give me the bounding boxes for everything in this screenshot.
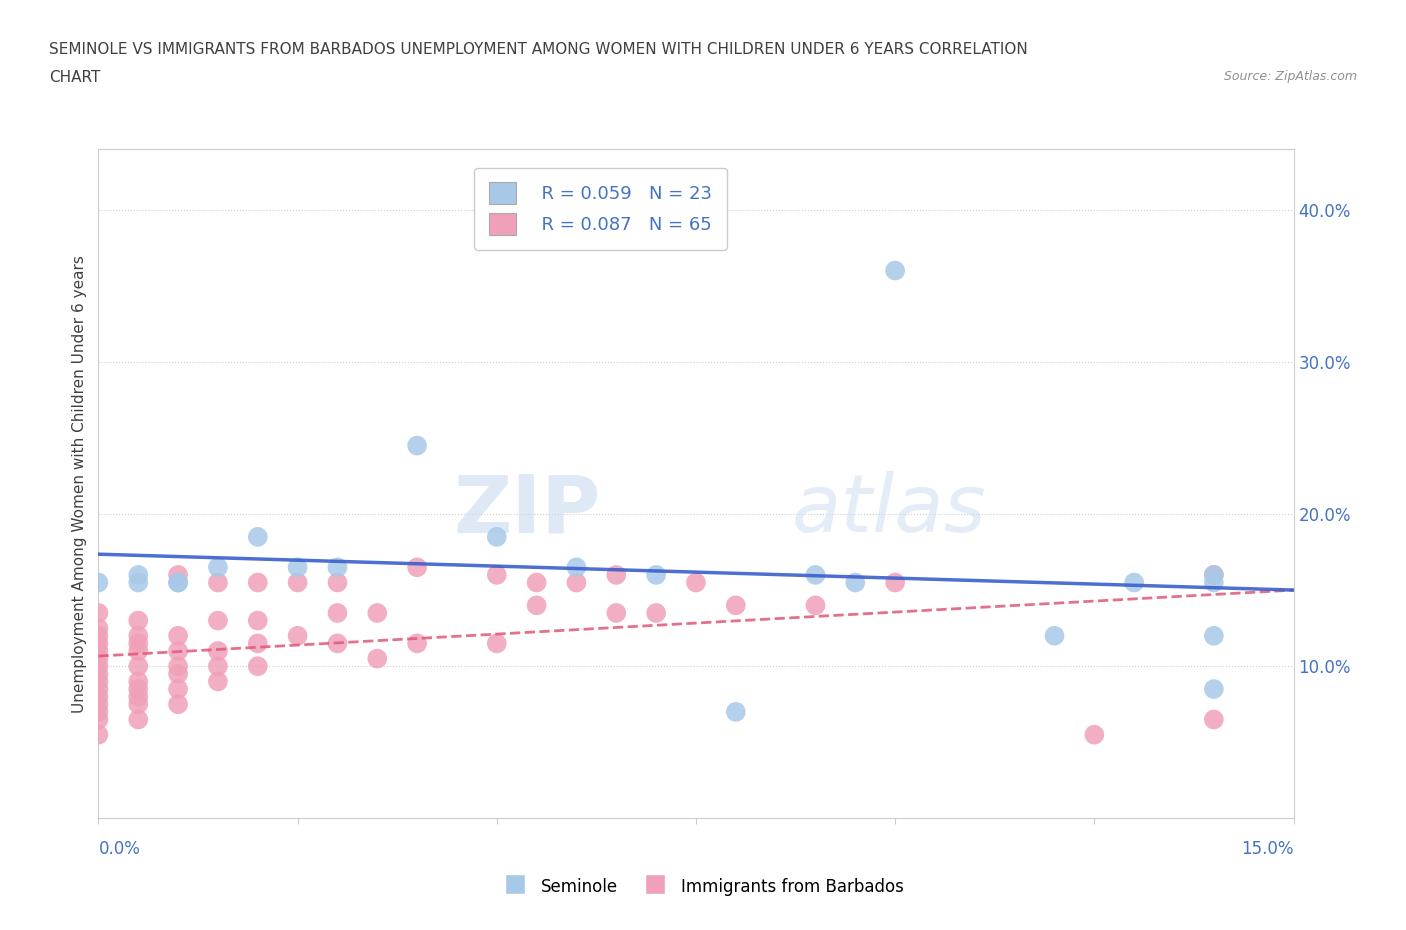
Point bbox=[1123, 575, 1146, 590]
Point bbox=[526, 575, 548, 590]
Y-axis label: Unemployment Among Women with Children Under 6 years: Unemployment Among Women with Children U… bbox=[72, 255, 87, 712]
Point bbox=[685, 575, 707, 590]
Point bbox=[326, 575, 349, 590]
Point bbox=[804, 598, 827, 613]
Point bbox=[127, 689, 149, 704]
Point bbox=[287, 560, 309, 575]
Point bbox=[326, 605, 349, 620]
Point bbox=[87, 682, 110, 697]
Point bbox=[87, 689, 110, 704]
Point bbox=[485, 636, 508, 651]
Point bbox=[207, 644, 229, 658]
Point bbox=[87, 620, 110, 635]
Point bbox=[127, 658, 149, 673]
Point bbox=[127, 682, 149, 697]
Point bbox=[167, 697, 190, 711]
Point bbox=[87, 697, 110, 711]
Point bbox=[485, 567, 508, 582]
Point bbox=[1083, 727, 1105, 742]
Point bbox=[207, 560, 229, 575]
Point bbox=[87, 667, 110, 682]
Point bbox=[87, 704, 110, 719]
Point bbox=[246, 575, 269, 590]
Point bbox=[127, 644, 149, 658]
Point bbox=[565, 575, 588, 590]
Text: SEMINOLE VS IMMIGRANTS FROM BARBADOS UNEMPLOYMENT AMONG WOMEN WITH CHILDREN UNDE: SEMINOLE VS IMMIGRANTS FROM BARBADOS UNE… bbox=[49, 42, 1028, 57]
Point bbox=[485, 529, 508, 544]
Point bbox=[246, 636, 269, 651]
Point bbox=[87, 629, 110, 644]
Point bbox=[167, 629, 190, 644]
Point bbox=[167, 575, 190, 590]
Point bbox=[127, 636, 149, 651]
Point bbox=[127, 674, 149, 689]
Point bbox=[884, 575, 907, 590]
Point bbox=[87, 644, 110, 658]
Point bbox=[1043, 629, 1066, 644]
Point bbox=[287, 575, 309, 590]
Point bbox=[246, 658, 269, 673]
Point bbox=[87, 636, 110, 651]
Point bbox=[87, 658, 110, 673]
Point bbox=[844, 575, 866, 590]
Point bbox=[207, 674, 229, 689]
Point bbox=[326, 560, 349, 575]
Text: Source: ZipAtlas.com: Source: ZipAtlas.com bbox=[1223, 70, 1357, 83]
Point bbox=[246, 529, 269, 544]
Text: CHART: CHART bbox=[49, 70, 101, 85]
Text: 15.0%: 15.0% bbox=[1241, 840, 1294, 858]
Point bbox=[1202, 712, 1225, 727]
Point bbox=[87, 727, 110, 742]
Text: atlas: atlas bbox=[792, 472, 987, 550]
Point bbox=[87, 575, 110, 590]
Point bbox=[406, 438, 429, 453]
Point bbox=[565, 560, 588, 575]
Point bbox=[1202, 567, 1225, 582]
Point bbox=[645, 605, 668, 620]
Point bbox=[167, 567, 190, 582]
Point bbox=[1202, 629, 1225, 644]
Point bbox=[366, 651, 388, 666]
Point bbox=[1202, 567, 1225, 582]
Point bbox=[366, 605, 388, 620]
Legend: Seminole, Immigrants from Barbados: Seminole, Immigrants from Barbados bbox=[495, 870, 911, 903]
Point bbox=[207, 658, 229, 673]
Point bbox=[605, 605, 627, 620]
Point bbox=[1202, 682, 1225, 697]
Point bbox=[87, 651, 110, 666]
Point bbox=[207, 575, 229, 590]
Legend:   R = 0.059   N = 23,   R = 0.087   N = 65: R = 0.059 N = 23, R = 0.087 N = 65 bbox=[474, 168, 727, 250]
Point bbox=[605, 567, 627, 582]
Text: 0.0%: 0.0% bbox=[98, 840, 141, 858]
Text: ZIP: ZIP bbox=[453, 472, 600, 550]
Point bbox=[645, 567, 668, 582]
Point bbox=[127, 575, 149, 590]
Point bbox=[406, 560, 429, 575]
Point bbox=[526, 598, 548, 613]
Point bbox=[406, 636, 429, 651]
Point bbox=[127, 697, 149, 711]
Point bbox=[127, 567, 149, 582]
Point bbox=[167, 682, 190, 697]
Point bbox=[287, 629, 309, 644]
Point bbox=[87, 674, 110, 689]
Point bbox=[127, 712, 149, 727]
Point bbox=[207, 613, 229, 628]
Point bbox=[87, 605, 110, 620]
Point bbox=[804, 567, 827, 582]
Point bbox=[724, 598, 747, 613]
Point bbox=[167, 658, 190, 673]
Point bbox=[167, 667, 190, 682]
Point bbox=[326, 636, 349, 651]
Point bbox=[167, 575, 190, 590]
Point bbox=[127, 613, 149, 628]
Point bbox=[167, 644, 190, 658]
Point bbox=[1202, 575, 1225, 590]
Point bbox=[884, 263, 907, 278]
Point bbox=[127, 629, 149, 644]
Point bbox=[246, 613, 269, 628]
Point bbox=[87, 712, 110, 727]
Point bbox=[724, 704, 747, 719]
